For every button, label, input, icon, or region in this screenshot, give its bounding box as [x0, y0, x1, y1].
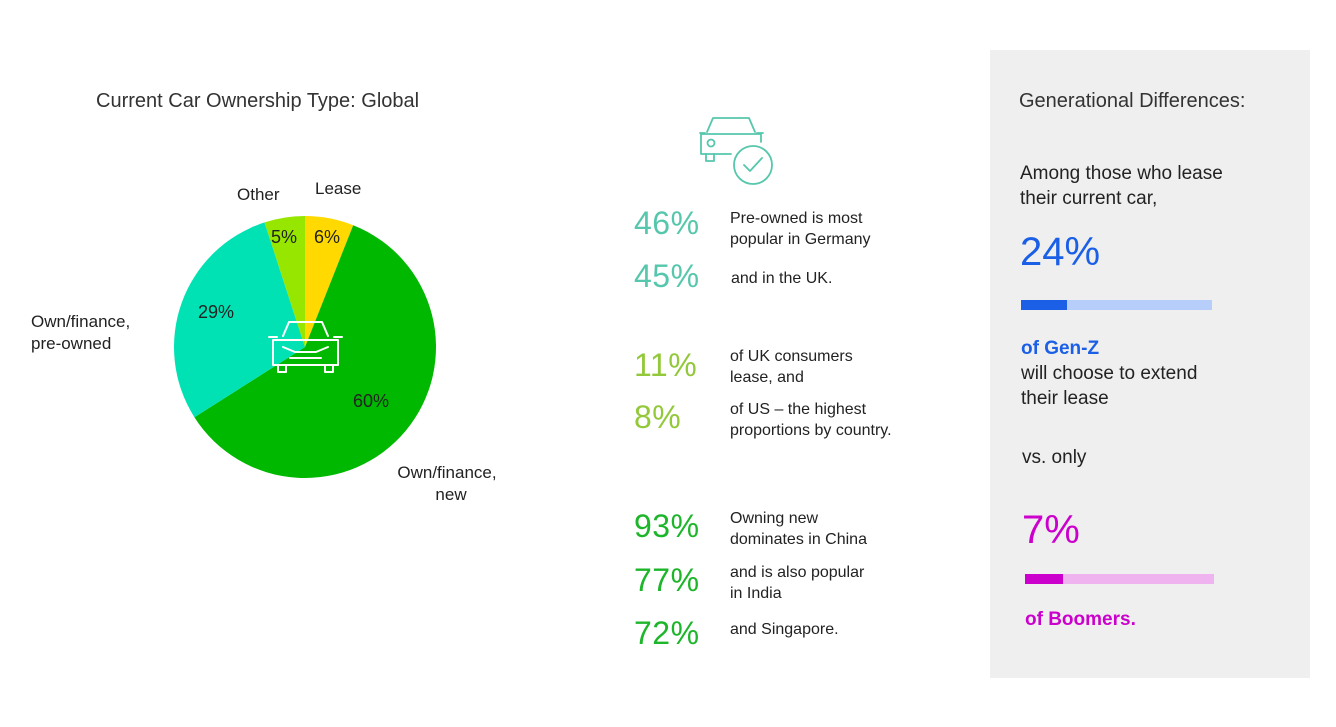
slice-label-own-pre: Own/finance, pre-owned [31, 312, 131, 353]
slice-label-lease: Lease [315, 179, 362, 198]
boomer-progress-bar [1025, 574, 1214, 584]
stat-text-germany: Pre-owned is most popular in Germany [730, 210, 871, 248]
genz-description: of Gen-Z will choose to extend their lea… [1021, 338, 1198, 409]
pie-slice-lease [305, 216, 354, 347]
car-check-icon [699, 117, 773, 185]
genz-label: of Gen-Z [1021, 338, 1100, 359]
pie-slice-other [264, 216, 305, 347]
panel-title: Generational Differences: [1019, 90, 1246, 112]
stat-value-china: 93% [634, 508, 700, 544]
slice-label-other: Other [237, 185, 280, 204]
boomer-percent: 7% [1022, 508, 1080, 552]
stat-text-us-lease: of US – the highest proportions by count… [730, 401, 892, 439]
slice-value-own-new: 60% [353, 391, 390, 411]
genz-percent: 24% [1020, 230, 1101, 274]
stat-text-china: Owning new dominates in China [730, 510, 867, 548]
car-icon [268, 321, 343, 373]
generational-panel [990, 50, 1310, 678]
stat-value-us-lease: 8% [634, 399, 682, 435]
boomer-label: of Boomers. [1025, 609, 1136, 630]
stat-value-uk: 45% [634, 258, 700, 294]
slice-label-own-new: Own/finance, new [397, 463, 497, 504]
slice-value-own-pre: 29% [198, 302, 235, 322]
stat-text-india: and is also popular in India [730, 564, 865, 602]
slice-value-lease: 6% [314, 227, 341, 247]
chart-title: Current Car Ownership Type: Global [96, 90, 420, 112]
panel-intro: Among those who lease their current car, [1020, 163, 1223, 209]
pie-slice-own-pre [174, 222, 305, 418]
boomer-progress-fill [1025, 574, 1063, 584]
stat-value-singapore: 72% [634, 615, 700, 651]
genz-progress-bar [1021, 300, 1212, 310]
stat-value-uk-lease: 11% [634, 347, 698, 383]
stat-value-india: 77% [634, 562, 700, 598]
vs-text: vs. only [1022, 447, 1087, 468]
stat-text-singapore: and Singapore. [730, 621, 839, 638]
stat-text-uk-lease: of UK consumers lease, and [730, 348, 853, 386]
slice-value-other: 5% [271, 227, 298, 247]
stat-text-uk: and in the UK. [731, 270, 833, 287]
pie-chart [174, 216, 436, 478]
genz-progress-fill [1021, 300, 1067, 310]
stat-value-germany: 46% [634, 205, 700, 241]
